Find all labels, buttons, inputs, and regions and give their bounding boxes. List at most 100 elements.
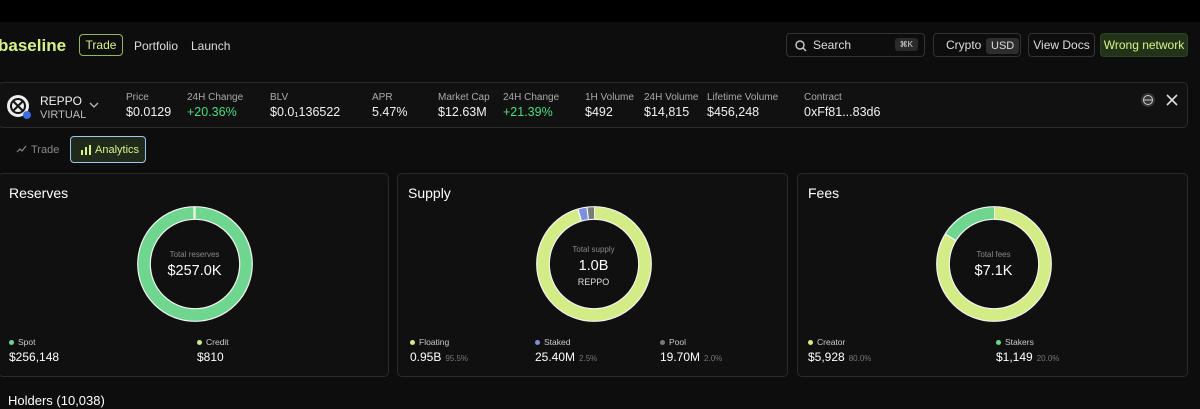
card: Fees Total fees $7.1K Creator $5,928 80.0% Sta… xyxy=(797,173,1188,377)
analytics-icon xyxy=(81,145,91,155)
currency: USD xyxy=(986,38,1020,54)
donut-segment xyxy=(944,207,994,241)
donut xyxy=(535,206,652,322)
donut-outline xyxy=(136,206,253,322)
center-value: $257.0K xyxy=(167,263,222,279)
token-symbol: REPPO xyxy=(40,94,83,108)
center-unit: REPPO xyxy=(577,277,610,287)
stat-value: $0.0129 xyxy=(126,105,172,119)
legend-dot xyxy=(808,340,813,345)
dropdown[interactable] xyxy=(89,101,99,109)
center-label: Total fees xyxy=(976,250,1011,259)
nav-link[interactable]: Trade xyxy=(79,34,123,56)
trade-icon xyxy=(16,145,27,153)
web-icon[interactable] xyxy=(1140,92,1156,108)
legend-name: Spot xyxy=(18,337,36,347)
legend-name: Staked xyxy=(544,337,571,347)
stat-label: Market Cap xyxy=(438,92,490,103)
center-value: 1.0B xyxy=(578,258,609,274)
tab-active[interactable]: Analytics xyxy=(70,136,146,163)
legend-name: Pool xyxy=(669,337,687,347)
legend-dot xyxy=(9,340,14,345)
nav-link[interactable]: Launch xyxy=(191,39,231,53)
center-label: Total reserves xyxy=(169,250,220,259)
card-title: Reserves xyxy=(9,185,69,201)
stat-label: 24H Volume xyxy=(644,92,699,103)
legend-value: $1,149 xyxy=(996,350,1033,364)
search-text: Search xyxy=(813,38,852,52)
currency-label: Crypto xyxy=(946,38,982,52)
currency-toggle[interactable]: Crypto USD xyxy=(933,33,1021,57)
legend-dot xyxy=(660,340,665,345)
legend-name: Creator xyxy=(817,337,846,347)
stat-label: 24H Change xyxy=(503,92,560,103)
stat-label: Contract xyxy=(804,92,842,103)
donut-segment xyxy=(536,207,651,321)
network-button[interactable]: Wrong network xyxy=(1100,33,1188,57)
legend-name: Credit xyxy=(206,337,229,347)
legend-value: $256,148 xyxy=(9,350,60,364)
stat-label: 1H Volume xyxy=(585,92,634,103)
tab[interactable]: Trade xyxy=(31,144,60,156)
x-icon[interactable] xyxy=(1164,92,1180,108)
stat-label: 24H Change xyxy=(187,92,244,103)
stat-value: 5.47% xyxy=(372,105,408,119)
legend-dot xyxy=(410,340,415,345)
search[interactable]: Search ⌘K xyxy=(786,33,925,57)
shortcut: ⌘K xyxy=(894,38,918,51)
segment-divider xyxy=(585,207,589,220)
stat-label: APR xyxy=(372,92,393,103)
stat-value: $12.63M xyxy=(438,105,487,119)
card: Reserves Total reserves $257.0K Spot $256,14… xyxy=(0,173,389,377)
stat-label: Lifetime Volume xyxy=(707,92,779,103)
stat-value: 0xFf81...83d6 xyxy=(804,105,881,119)
legend-percent: 80.0% xyxy=(848,354,872,363)
center-label: Total supply xyxy=(572,245,615,254)
donut xyxy=(136,206,253,322)
token-icon xyxy=(7,95,31,119)
center-value: $7.1K xyxy=(974,263,1013,279)
top-bar xyxy=(0,0,1200,22)
legend-dot xyxy=(996,340,1001,345)
legend-value: $5,928 xyxy=(808,350,845,364)
donut-outline xyxy=(548,218,639,310)
nav-link[interactable]: Portfolio xyxy=(134,39,179,53)
legend-value: $810 xyxy=(197,350,224,364)
legend-percent: 2.5% xyxy=(579,354,598,363)
stat-label: Price xyxy=(126,92,149,103)
token-bar xyxy=(0,82,1188,128)
card-title: Supply xyxy=(408,185,451,201)
legend-value: 25.40M xyxy=(535,350,576,364)
holders-title: Holders (10,038) xyxy=(8,393,105,408)
stat-value: $14,815 xyxy=(644,105,690,119)
donut-segment xyxy=(577,207,589,221)
token-pair: VIRTUAL xyxy=(40,109,87,121)
stat-value: $456,248 xyxy=(707,105,760,119)
legend-dot xyxy=(197,340,202,345)
card: Supply Total supply 1.0B REPPO Floating 0.95B… xyxy=(397,173,788,377)
donut-outline xyxy=(535,206,652,322)
stat-value: $492 xyxy=(585,105,613,119)
legend-percent: 95.5% xyxy=(445,354,469,363)
tab-label: Analytics xyxy=(95,143,140,156)
segment-divider xyxy=(944,233,956,241)
legend-name: Floating xyxy=(419,337,450,347)
stat-value: +20.36% xyxy=(187,105,237,119)
card-title: Fees xyxy=(808,185,840,201)
donut xyxy=(935,206,1052,322)
docs-button[interactable]: View Docs xyxy=(1028,33,1095,57)
donut-outline xyxy=(948,218,1039,310)
stat-value: $0.0₁136522 xyxy=(270,105,341,119)
legend-dot xyxy=(535,340,540,345)
donut-segment xyxy=(936,207,1051,321)
legend-value: 19.70M xyxy=(660,350,701,364)
legend-percent: 2.0% xyxy=(704,354,723,363)
stat-value: +21.39% xyxy=(503,105,553,119)
legend-name: Stakers xyxy=(1005,337,1034,347)
donut-outline xyxy=(935,206,1052,322)
legend-value: 0.95B xyxy=(410,350,442,364)
brand[interactable]: baseline xyxy=(0,36,67,55)
donut-segment xyxy=(137,207,252,321)
donut-outline xyxy=(149,218,240,310)
